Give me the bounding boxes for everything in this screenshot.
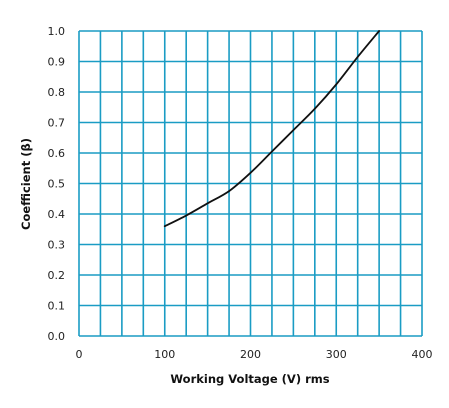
- y-tick-label: 0.5: [48, 178, 66, 191]
- y-axis-title: Coefficient (β): [19, 138, 33, 230]
- y-tick-label: 0.8: [48, 86, 66, 99]
- y-tick-label: 0.3: [48, 239, 66, 252]
- y-tick-label: 0.4: [48, 208, 66, 221]
- y-tick-label: 0.0: [48, 330, 66, 343]
- y-tick-label: 0.6: [48, 147, 66, 160]
- x-tick-label: 400: [412, 348, 433, 361]
- x-tick-label: 0: [76, 348, 83, 361]
- x-tick-label: 200: [240, 348, 261, 361]
- x-tick-label: 100: [154, 348, 175, 361]
- y-tick-label: 0.9: [48, 56, 66, 69]
- x-tick-label: 300: [326, 348, 347, 361]
- y-axis-ticks: 0.0 0.1 0.2 0.3 0.4 0.5 0.6 0.7 0.8 0.9 1.0: [48, 25, 66, 343]
- y-tick-label: 1.0: [48, 25, 66, 38]
- grid: [78, 30, 423, 337]
- y-tick-label: 0.1: [48, 300, 66, 313]
- series-layer: [163, 30, 381, 228]
- y-tick-label: 0.2: [48, 269, 66, 282]
- x-axis-title: Working Voltage (V) rms: [170, 372, 329, 386]
- y-tick-label: 0.7: [48, 117, 66, 130]
- series-line: [163, 30, 381, 228]
- x-axis-ticks: 0 100 200 300 400: [76, 348, 433, 361]
